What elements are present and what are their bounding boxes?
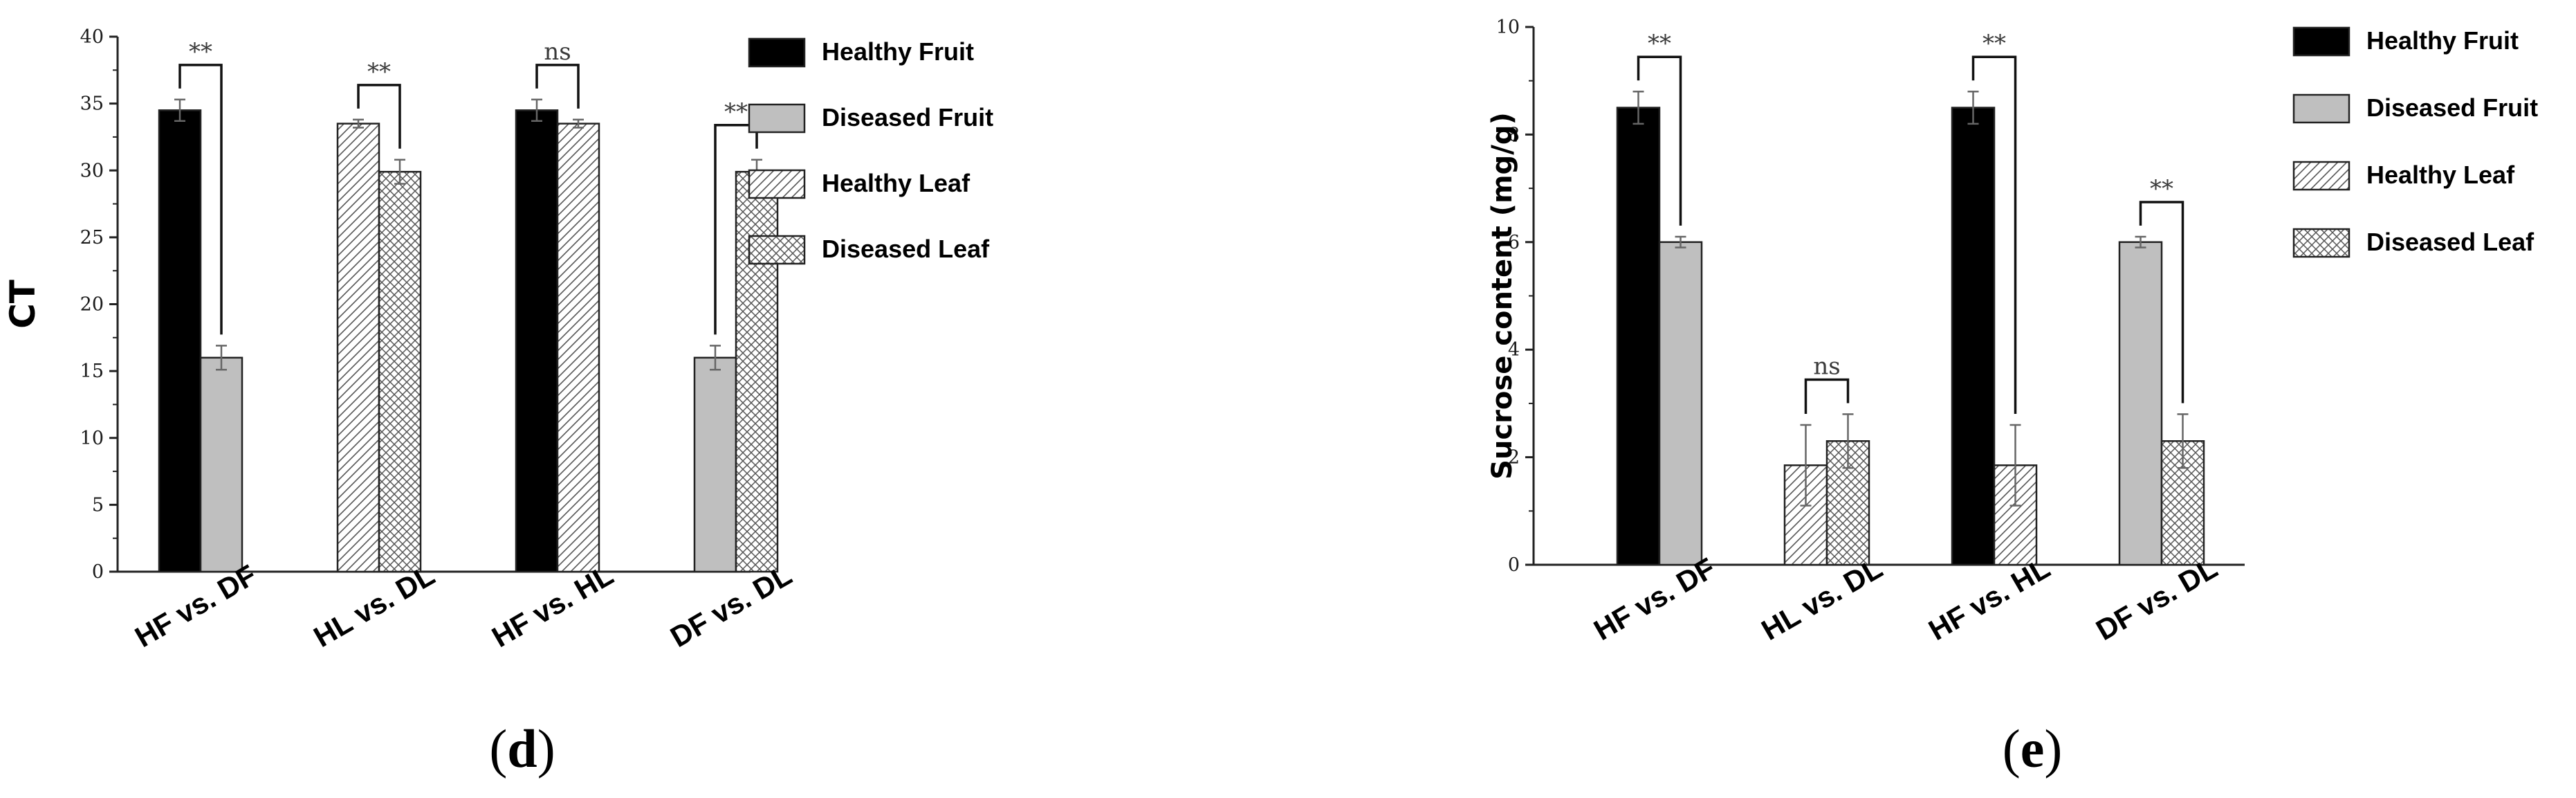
bar [735,170,779,573]
y-tick-label: 20 [80,294,104,316]
y-tick-label: 4 [1508,339,1520,361]
legend-label: Diseased Fruit [2366,93,2538,122]
legend-label: Healthy Leaf [2366,161,2515,189]
legend-swatch [748,169,806,199]
bar [556,123,600,573]
legend-swatch [748,235,806,265]
panel-label: (d) [489,718,555,779]
significance-bracket [1637,55,1682,226]
bar [1616,107,1661,566]
bar [1658,241,1703,566]
significance-bracket [357,84,401,149]
legend-label: Diseased Leaf [822,235,990,263]
panel-label-open: ( [2003,718,2021,779]
legend-label: Diseased Fruit [822,103,993,132]
significance-bracket [535,64,580,109]
significance-bracket [1804,378,1850,414]
panel-label-close: ) [2044,718,2062,779]
legend-swatch [748,103,806,134]
significance-bracket [178,64,223,335]
bar [158,109,202,573]
y-tick-label: 2 [1508,447,1520,469]
y-tick-label: 10 [1496,17,1520,38]
panel-label: (e) [2003,718,2063,779]
legend-swatch [2292,228,2350,258]
y-tick-label: 8 [1508,124,1520,145]
legend-swatch [2292,161,2350,191]
significance-label: ** [367,58,391,86]
y-axis-label: CT [3,280,43,329]
legend-label: Healthy Leaf [822,169,970,197]
y-tick-label: 6 [1508,232,1520,253]
bar [693,356,737,573]
significance-bracket [2139,201,2184,403]
panel-label-letter: e [2021,718,2045,779]
legend-swatch [2292,93,2350,124]
y-tick-label: 10 [80,428,104,449]
y-tick-label: 35 [80,93,104,115]
y-tick-label: 30 [80,160,104,181]
legend-label: Diseased Leaf [2366,228,2534,256]
legend-label: Healthy Fruit [822,37,974,66]
legend-swatch [748,37,806,68]
significance-label: ns [544,38,571,66]
bar [378,170,422,573]
significance-label: ns [1813,352,1840,380]
y-tick-label: 40 [80,26,104,48]
bar [1951,107,1996,566]
panel-label-open: ( [489,718,507,779]
significance-label: ** [724,98,748,126]
panel-label-close: ) [537,718,555,779]
significance-label: ** [2150,175,2173,203]
significance-label: ** [1648,30,1671,57]
significance-bracket [1971,55,2017,414]
y-tick-label: 0 [92,561,104,583]
y-tick-label: 25 [80,227,104,248]
y-tick-label: 0 [1508,554,1520,576]
bar [336,123,380,573]
y-tick-label: 5 [92,494,104,516]
significance-bracket [714,124,758,335]
legend-label: Healthy Fruit [2366,26,2519,55]
bar [199,356,243,573]
significance-label: ** [1982,30,2006,57]
legend-swatch [2292,26,2350,57]
y-tick-label: 15 [80,361,104,382]
bar [515,109,559,573]
panel-label-letter: d [507,718,537,779]
significance-label: ** [189,38,212,66]
y-axis-label: Sucrose content (mg/g) [1487,112,1518,480]
bar [2118,241,2163,566]
